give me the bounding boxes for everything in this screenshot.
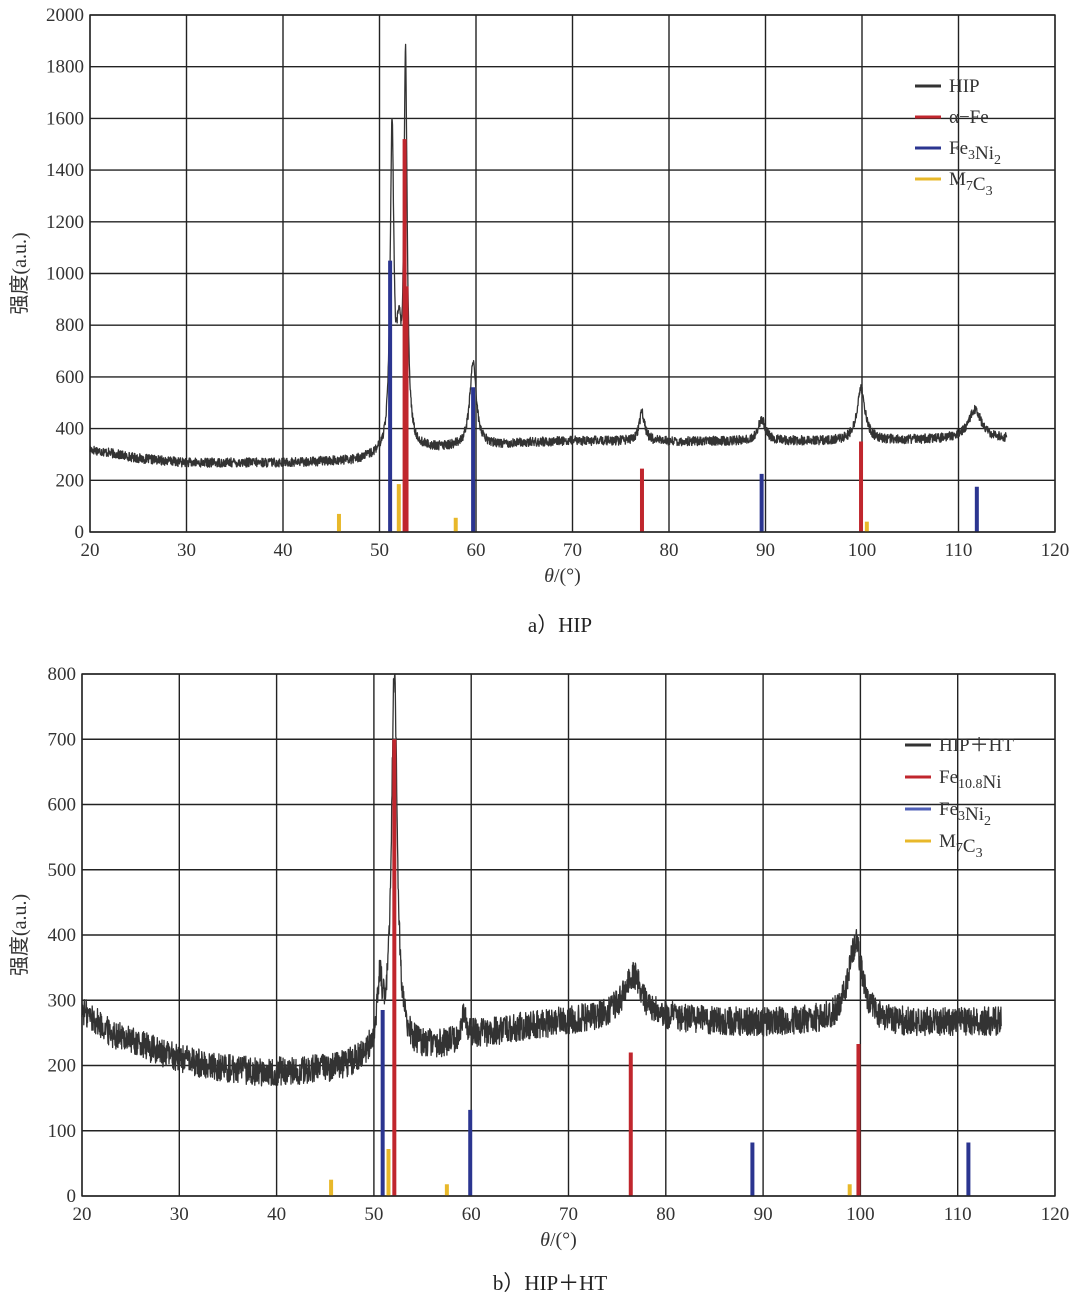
chart-a-xtick-label: 120: [1041, 540, 1070, 561]
chart-a-xtick-label: 50: [370, 540, 389, 561]
chart-b-ylabel: 强度(a.u.): [8, 894, 31, 976]
chart-b: 20 30 40 50 60 70 80 90 100 110 120 0 100 200 300 400 50…: [8, 664, 1069, 1295]
chart-b-ytick-label: 700: [48, 729, 77, 750]
chart-b-ytick-label: 300: [48, 990, 77, 1011]
chart-a-frame: [89, 14, 1056, 533]
chart-a-xtick-label: 80: [660, 540, 679, 561]
chart-a-trace-line: [89, 43, 1008, 468]
chart-b-ytick-label: 500: [48, 860, 77, 881]
chart-b-ytick-label: 800: [48, 664, 77, 685]
chart-a-xlabel-symbol: θ: [544, 565, 554, 587]
chart-a-xlabel-unit: /(°): [554, 565, 581, 587]
chart-b-trace-line: [81, 673, 1002, 1087]
chart-b-xlabel-symbol: θ: [540, 1229, 550, 1251]
chart-b-xtick-label: 110: [944, 1204, 972, 1225]
chart-a-xtick-label: 40: [274, 540, 293, 561]
chart-a-ylabel: 强度(a.u.): [8, 232, 31, 314]
chart-a-xtick-label: 100: [848, 540, 877, 561]
chart-b-legend-label: M7C3: [939, 831, 983, 861]
chart-a-ytick-label: 800: [56, 315, 85, 336]
chart-a-reference-layer: [336, 139, 979, 532]
chart-a-xtick-label: 70: [563, 540, 582, 561]
chart-a-caption: a）HIP: [528, 613, 592, 637]
chart-b-xlabel-unit: /(°): [550, 1229, 577, 1251]
chart-b-ytick-label: 400: [48, 925, 77, 946]
chart-b-xtick-label: 100: [846, 1204, 875, 1225]
chart-b-xlabel: θ/(°): [540, 1229, 577, 1251]
chart-b-ytick-label: 0: [67, 1186, 77, 1207]
chart-a-xtick-label: 60: [467, 540, 486, 561]
chart-a-ytick-label: 600: [56, 367, 85, 388]
chart-a-trace-layer: [89, 43, 1008, 468]
chart-b-reference-layer: [329, 739, 971, 1196]
chart-a-ytick-label: 0: [75, 522, 85, 543]
chart-b-xtick-label: 70: [559, 1204, 578, 1225]
chart-b-legend-label: HIP＋HT: [939, 735, 1014, 756]
chart-b-xtick-label: 40: [267, 1204, 286, 1225]
chart-a-ytick-label: 400: [56, 419, 85, 440]
chart-b-frame: [81, 673, 1056, 1197]
chart-b-xtick-label: 20: [73, 1204, 92, 1225]
chart-a-legend-label: HIP: [949, 76, 980, 97]
chart-a-legend-label: M7C3: [949, 169, 993, 199]
chart-b-ytick-label: 100: [48, 1121, 77, 1142]
chart-b-legend-label: Fe10.8Ni: [939, 767, 1002, 793]
chart-a-ticks: 20 30 40 50 60 70 80 90 100 110 120020040060080010…: [46, 5, 1069, 561]
chart-b-xtick-label: 90: [754, 1204, 773, 1225]
chart-b-xtick-label: 80: [656, 1204, 675, 1225]
chart-a-ytick-label: 1800: [46, 57, 84, 78]
chart-b-ticks: 20 30 40 50 60 70 80 90 100 110 120 0 100 200 300 400 50…: [48, 664, 1070, 1225]
chart-a-ytick-label: 200: [56, 470, 85, 491]
chart-b-xtick-label: 60: [462, 1204, 481, 1225]
chart-a-xtick-label: 110: [945, 540, 973, 561]
chart-a-xtick-label: 30: [177, 540, 196, 561]
chart-a-ytick-label: 1200: [46, 212, 84, 233]
chart-a-xtick-label: 20: [81, 540, 100, 561]
chart-b-grid: [81, 673, 1056, 1197]
chart-b-caption: b）HIP＋HT: [493, 1271, 608, 1295]
chart-a-ytick-label: 1000: [46, 264, 84, 285]
chart-a-xlabel: θ/(°): [544, 565, 581, 587]
chart-b-xtick-label: 120: [1041, 1204, 1070, 1225]
chart-a: 20 30 40 50 60 70 80 90 100 110 120020040060080010…: [8, 5, 1069, 637]
chart-a-ytick-label: 1600: [46, 108, 84, 129]
chart-b-trace-layer: [81, 673, 1002, 1087]
chart-a-legend-label: Fe3Ni2: [949, 138, 1001, 168]
chart-b-ytick-label: 600: [48, 795, 77, 816]
chart-a-grid: [89, 14, 1056, 533]
chart-b-ytick-label: 200: [48, 1056, 77, 1077]
chart-b-xtick-label: 30: [170, 1204, 189, 1225]
chart-a-legend-label: α−Fe: [949, 107, 989, 128]
chart-a-ytick-label: 1400: [46, 160, 84, 181]
chart-a-xtick-label: 90: [756, 540, 775, 561]
chart-b-legend-label: Fe3Ni2: [939, 799, 991, 829]
chart-b-xtick-label: 50: [364, 1204, 383, 1225]
chart-a-ytick-label: 2000: [46, 5, 84, 26]
